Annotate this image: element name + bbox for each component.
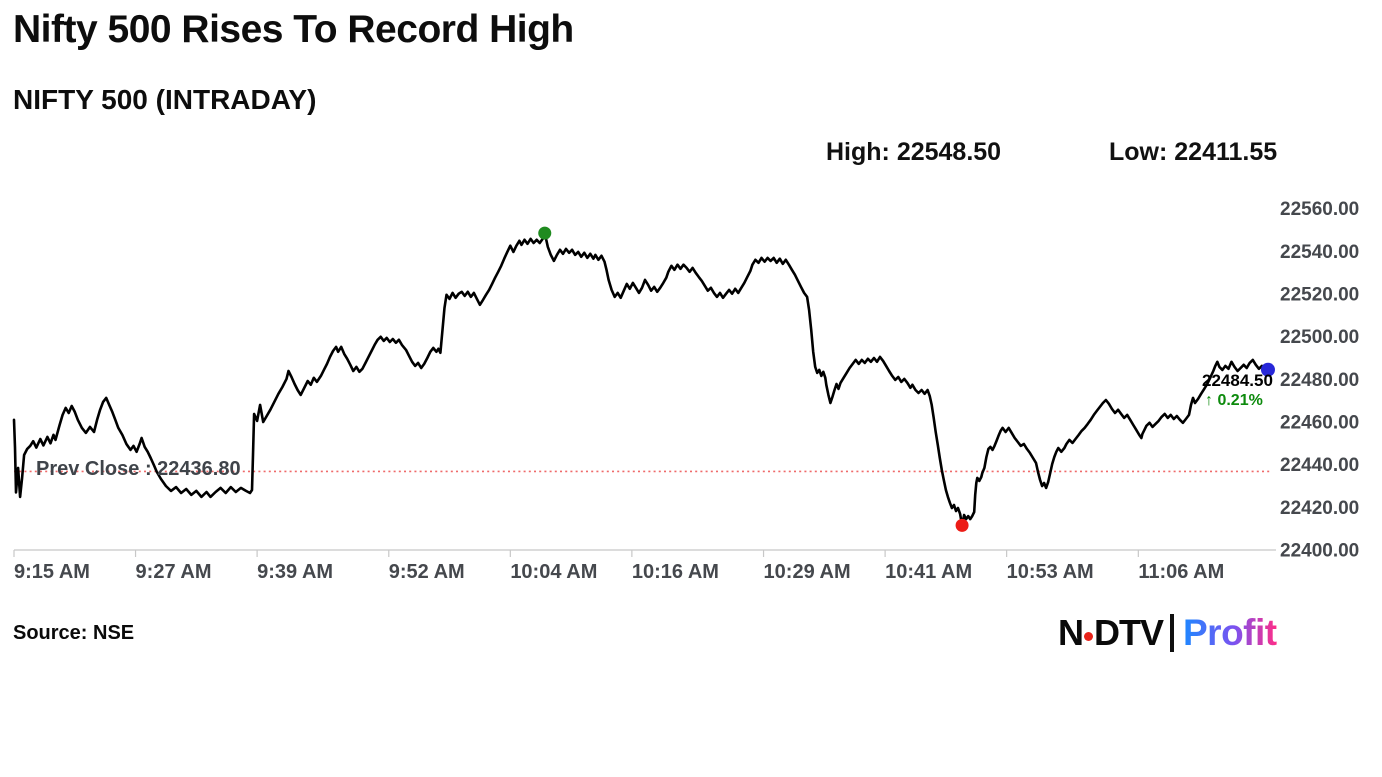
y-axis-label: 22420.00 [1280,498,1359,519]
x-axis-label: 10:41 AM [885,561,972,583]
x-axis-label: 9:52 AM [389,561,465,583]
x-axis-label: 9:15 AM [14,561,90,583]
x-axis-label: 10:04 AM [510,561,597,583]
ndtv-logo-text: N DTV [1058,612,1164,654]
y-axis-label: 22540.00 [1280,242,1359,263]
ndtv-n: N [1058,612,1084,653]
profit-logo-text: Profit [1183,612,1277,653]
low-marker [955,518,969,532]
high-value-label: High: 22548.50 [826,138,1002,166]
x-axis-label: 11:06 AM [1138,561,1224,583]
last-marker [1260,362,1275,377]
low-value-label: Low: 22411.55 [1109,138,1278,166]
high-marker [538,226,552,240]
price-chart: 9:15 AM 9:27 AM 9:39 AM 9:52 AM 10:04 AM 10:1… [12,199,1359,583]
y-axis-label: 22440.00 [1280,455,1359,476]
x-axis-label: 10:53 AM [1007,561,1094,583]
x-axis-label: 10:29 AM [764,561,851,583]
ndtv-dtv: DTV [1094,612,1164,653]
source-label: Source: NSE [13,622,135,644]
change-percent-label: ↑ 0.21% [1205,392,1263,409]
chart-subtitle: NIFTY 500 (INTRADAY) [13,84,317,115]
x-axis-label: 10:16 AM [632,561,719,583]
y-axis-label: 22560.00 [1280,199,1359,220]
page-title: Nifty 500 Rises To Record High [13,8,574,51]
x-axis-label: 9:27 AM [136,561,212,583]
prev-close-label: Prev Close : 22436.80 [36,458,241,480]
ndtv-red-dot-icon [1084,631,1093,641]
y-axis-label: 22400.00 [1280,541,1359,562]
logo-divider [1170,614,1174,652]
ndtv-profit-logo: N DTV Profit [1058,610,1277,656]
price-line [12,231,1270,527]
x-axis-label: 9:39 AM [257,561,333,583]
y-axis-label: 22460.00 [1280,412,1359,433]
y-axis-label: 22480.00 [1280,370,1359,391]
y-axis-label: 22520.00 [1280,284,1359,305]
last-price-label: 22484.50 [1202,371,1273,390]
y-axis-label: 22500.00 [1280,327,1359,348]
